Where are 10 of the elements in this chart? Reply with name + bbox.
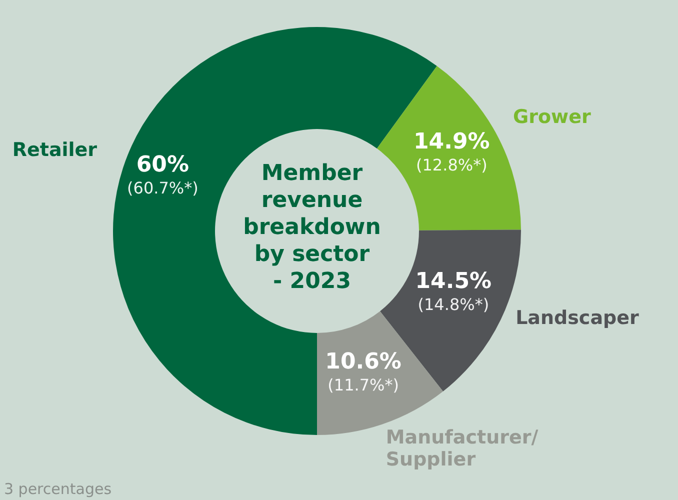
slice-label: Grower xyxy=(513,106,592,128)
slice-label: Landscaper xyxy=(516,307,640,330)
text: Member revenue breakdown by sector - 2023 xyxy=(243,161,381,294)
text: 3 percentages xyxy=(4,480,112,498)
slice-label: Manufacturer/Supplier xyxy=(386,426,538,471)
data-label: 14.9% (12.8%*) xyxy=(414,129,490,174)
data-label: 60% (60.7%*) xyxy=(127,152,198,198)
data-label: 10.6% (11.7%*) xyxy=(325,349,402,394)
slice-label: Retailer xyxy=(12,139,98,162)
data-label: 14.5% (14.8%*) xyxy=(415,269,492,314)
